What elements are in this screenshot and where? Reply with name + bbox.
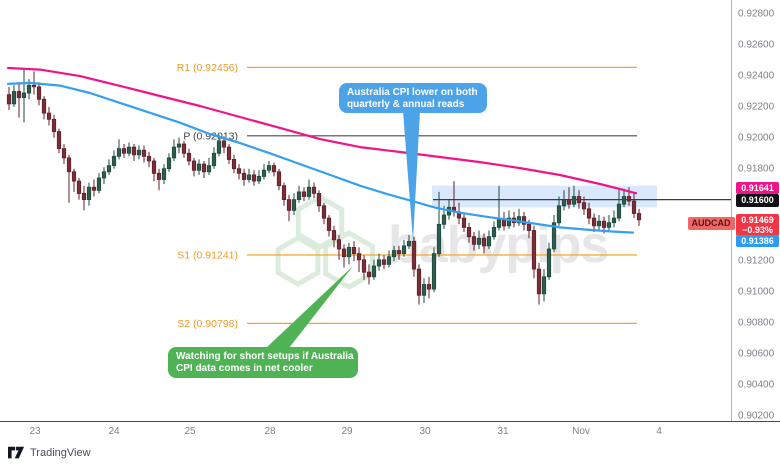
y-tick-label: 0.92800: [738, 8, 775, 20]
y-tick-label: 0.92400: [738, 70, 775, 82]
y-tick-label: 0.91000: [738, 286, 775, 298]
pivot-label-r1: R1 (0.92456): [177, 62, 238, 74]
y-tick-label: 0.90200: [738, 410, 775, 422]
moving-averages-layer: [6, 66, 638, 234]
price-axis[interactable]: [731, 0, 780, 421]
x-tick-label: 29: [341, 426, 353, 437]
time-axis[interactable]: [0, 421, 780, 443]
pivot-label-s2: S2 (0.90798): [177, 318, 238, 330]
callout-short-setup-note[interactable]: Watching for short setups if Australia C…: [168, 347, 358, 378]
last-price-change: −0.93%: [742, 224, 773, 235]
last-price-badge: 0.91469 −0.93%: [736, 213, 779, 236]
y-tick-label: 0.90400: [738, 379, 775, 391]
hline-price-badge: 0.91600: [736, 194, 779, 207]
y-tick-label: 0.92200: [738, 101, 775, 113]
x-tick-label: 25: [184, 426, 196, 437]
last-price-value: 0.91469: [741, 214, 774, 225]
x-tick-label: 30: [419, 426, 431, 437]
x-tick-label: 24: [108, 426, 120, 437]
tradingview-attribution-label: TradingView: [30, 447, 91, 459]
candles-layer: [6, 69, 642, 305]
tradingview-logo-icon: [8, 446, 25, 459]
watermark-hexagon-icon: [275, 235, 321, 287]
callout-pointer-short-setup-note: [266, 266, 353, 348]
callout-pointer-cpi-note: [403, 111, 420, 241]
callout-cpi-line1: Australia CPI lower on both: [347, 87, 478, 98]
x-tick-label: 28: [264, 426, 276, 437]
ma-blue-price-badge: 0.91386: [736, 234, 779, 247]
callout-short-line1: Watching for short setups if Australia: [176, 351, 354, 362]
callout-cpi-note[interactable]: Australia CPI lower on both quarterly & …: [339, 83, 487, 113]
y-tick-label: 0.92000: [738, 132, 775, 144]
x-tick-label: 31: [497, 426, 509, 437]
callout-pointers-layer: [266, 111, 420, 348]
ma-pink-line: [6, 66, 638, 195]
x-tick-label: Nov: [572, 426, 590, 437]
callout-short-line2: CPI data comes in net cooler: [176, 363, 313, 374]
y-tick-label: 0.92600: [738, 39, 775, 51]
symbol-name-tag: AUDCAD: [687, 217, 735, 230]
ma-blue-line: [6, 81, 635, 234]
highlight-zone[interactable]: [432, 185, 657, 208]
y-tick-label: 0.90600: [738, 348, 775, 360]
x-tick-label: 4: [656, 426, 662, 437]
y-tick-label: 0.91200: [738, 255, 775, 267]
ma-pink-price-badge: 0.91641: [736, 181, 779, 194]
y-tick-label: 0.90800: [738, 317, 775, 329]
x-tick-label: 23: [29, 426, 41, 437]
pivot-label-s1: S1 (0.91241): [177, 250, 238, 262]
tradingview-attribution[interactable]: TradingView: [8, 446, 91, 460]
callout-cpi-line2: quarterly & annual reads: [347, 99, 465, 110]
y-tick-label: 0.91800: [738, 163, 775, 175]
